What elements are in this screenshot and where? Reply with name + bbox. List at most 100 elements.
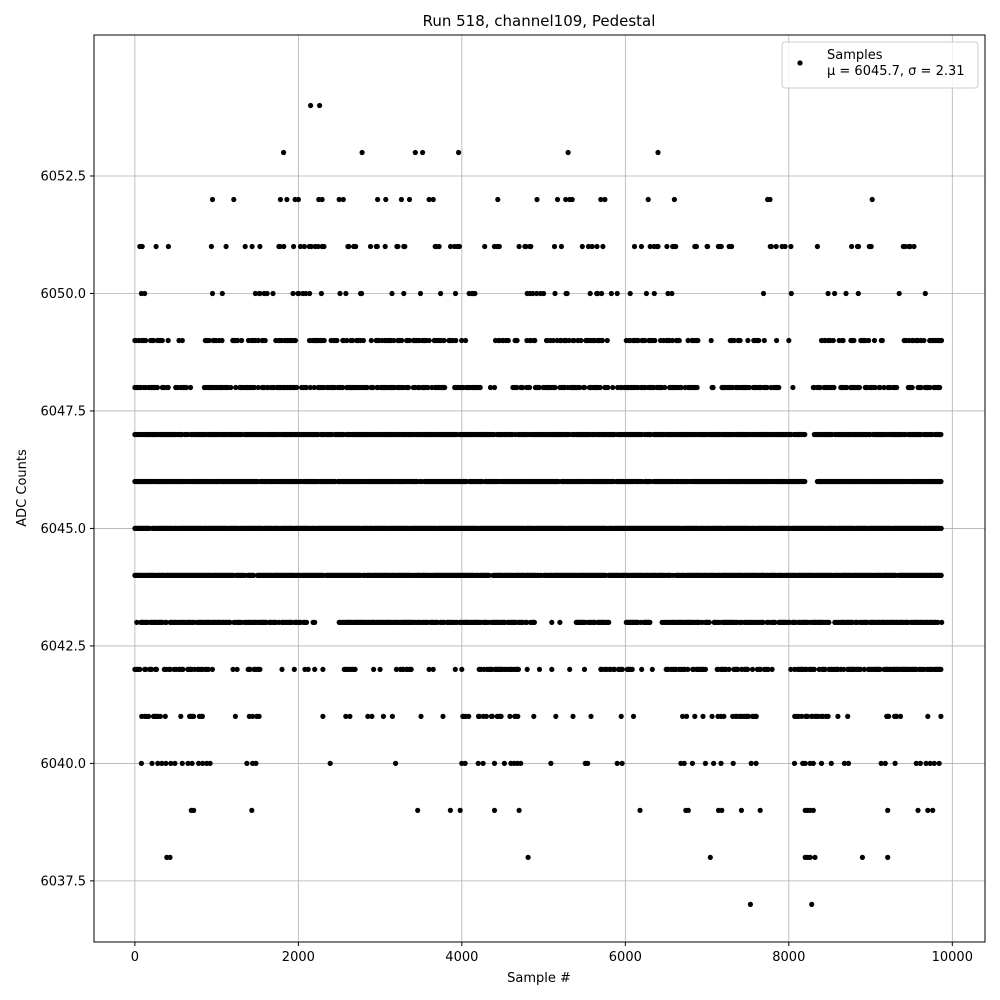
data-point	[227, 619, 233, 626]
data-point	[279, 666, 285, 673]
data-point	[918, 384, 924, 391]
data-point	[187, 384, 194, 391]
data-point	[825, 713, 831, 720]
data-point	[685, 807, 691, 814]
data-point	[879, 337, 885, 344]
data-point	[811, 666, 817, 673]
data-point	[595, 290, 601, 297]
data-point	[536, 666, 543, 673]
data-point	[892, 760, 898, 767]
data-point	[745, 713, 752, 720]
data-point	[491, 807, 498, 814]
data-point	[231, 196, 237, 203]
data-point	[809, 901, 815, 908]
data-point	[856, 384, 863, 391]
data-point	[886, 713, 892, 720]
data-point	[611, 666, 618, 673]
data-point	[159, 337, 165, 344]
data-point	[207, 760, 213, 767]
data-point	[927, 384, 933, 391]
axis-ticks: 0 2000 4000 6000 8000 100006037.56040.06042.5…	[41, 169, 973, 965]
data-point	[737, 337, 743, 344]
data-point	[347, 713, 353, 720]
data-point	[250, 713, 256, 720]
data-point	[866, 337, 872, 344]
data-point	[790, 384, 796, 391]
data-point	[150, 337, 157, 344]
data-point	[859, 854, 866, 861]
data-point	[689, 760, 696, 767]
data-point	[655, 149, 661, 156]
chart-title: Run 518, channel109, Pedestal	[423, 12, 656, 30]
data-point	[749, 666, 756, 673]
data-point	[902, 243, 908, 250]
data-point	[185, 760, 191, 767]
data-point	[516, 243, 522, 250]
data-point	[191, 807, 197, 814]
data-point	[581, 384, 588, 391]
data-point	[496, 243, 502, 250]
data-point	[487, 384, 494, 391]
data-point	[536, 384, 542, 391]
data-point	[664, 243, 670, 250]
data-point	[832, 290, 838, 297]
data-point	[219, 337, 225, 344]
data-point	[491, 384, 498, 391]
data-point	[336, 196, 342, 203]
data-point	[747, 901, 754, 908]
data-point	[822, 666, 828, 673]
data-point	[619, 666, 626, 673]
data-point	[571, 337, 577, 344]
data-point	[172, 760, 178, 767]
y-tick-label: 6052.5	[41, 169, 87, 184]
data-point	[925, 713, 931, 720]
data-point	[569, 196, 575, 203]
data-point	[281, 149, 287, 156]
data-point	[359, 149, 365, 156]
data-point	[262, 337, 268, 344]
data-point	[748, 760, 754, 767]
data-point	[475, 384, 481, 391]
data-point	[137, 243, 143, 250]
data-point	[861, 666, 867, 673]
data-point	[327, 760, 333, 767]
data-point	[249, 243, 255, 250]
data-point	[731, 337, 737, 344]
data-point	[807, 854, 813, 861]
data-point	[597, 384, 603, 391]
data-point	[710, 384, 716, 391]
x-tick-label: 6000	[609, 950, 642, 965]
data-point	[841, 760, 848, 767]
data-point	[149, 760, 155, 767]
data-point	[857, 666, 864, 673]
data-point	[308, 102, 314, 109]
data-point	[180, 666, 186, 673]
data-point	[581, 666, 588, 673]
legend-box	[781, 41, 979, 89]
data-point	[845, 760, 852, 767]
data-point	[570, 713, 576, 720]
data-point	[505, 337, 511, 344]
data-point	[462, 760, 468, 767]
legend-stats-label: μ = 6045.7, σ = 2.31	[827, 64, 965, 79]
data-point	[255, 384, 261, 391]
data-point	[708, 337, 714, 344]
data-point	[534, 290, 540, 297]
data-point	[196, 760, 202, 767]
data-point	[395, 243, 401, 250]
data-point	[143, 666, 149, 673]
data-point	[618, 713, 624, 720]
data-point	[524, 619, 530, 626]
data-point	[370, 384, 376, 391]
data-point	[277, 196, 283, 203]
x-tick-label: 10000	[932, 950, 973, 965]
legend: Samples μ = 6045.7, σ = 2.31	[781, 41, 979, 89]
data-point	[463, 337, 469, 344]
data-point	[917, 760, 924, 767]
data-point	[153, 243, 159, 250]
data-point	[459, 666, 465, 673]
data-point	[534, 196, 540, 203]
data-point	[877, 666, 883, 673]
data-point	[530, 290, 536, 297]
data-point	[368, 337, 374, 344]
